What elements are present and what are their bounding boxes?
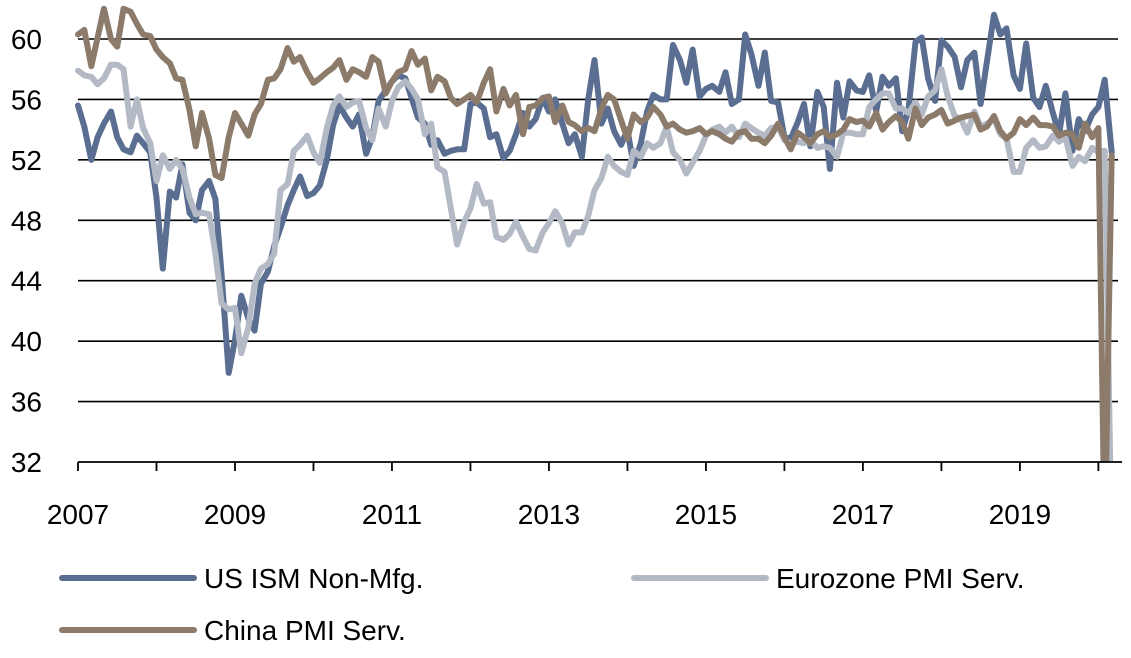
y-tick-label: 56 xyxy=(11,84,42,115)
legend-label: Eurozone PMI Serv. xyxy=(776,563,1024,594)
y-tick-label: 40 xyxy=(11,326,42,357)
x-tick-label: 2011 xyxy=(362,499,422,530)
y-tick-label: 32 xyxy=(11,447,42,478)
series-line-3 xyxy=(75,5,1115,462)
legend: US ISM Non-Mfg. Eurozone PMI Serv. China P… xyxy=(59,563,1024,646)
x-tick-label: 2009 xyxy=(204,499,266,530)
series-line-2 xyxy=(75,61,1114,462)
y-axis-tick-labels: 32 36 40 44 48 52 56 60 xyxy=(11,24,42,478)
y-tick-label: 48 xyxy=(11,205,42,236)
x-tick-label: 2017 xyxy=(832,499,894,530)
x-tick-label: 2015 xyxy=(675,499,737,530)
axes xyxy=(77,461,1122,471)
y-tick-label: 36 xyxy=(11,387,42,418)
legend-label: US ISM Non-Mfg. xyxy=(204,563,423,594)
x-tick-label: 2013 xyxy=(518,499,580,530)
y-tick-label: 60 xyxy=(11,24,42,55)
y-tick-label: 52 xyxy=(11,145,42,176)
x-tick-label: 2007 xyxy=(47,499,109,530)
x-tick-label: 2019 xyxy=(989,499,1051,530)
x-axis-tick-labels: 2007 2009 2011 2013 2015 2017 2019 xyxy=(47,499,1051,530)
y-tick-label: 44 xyxy=(11,266,42,297)
legend-label: China PMI Serv. xyxy=(204,615,406,646)
series-group xyxy=(75,5,1115,462)
